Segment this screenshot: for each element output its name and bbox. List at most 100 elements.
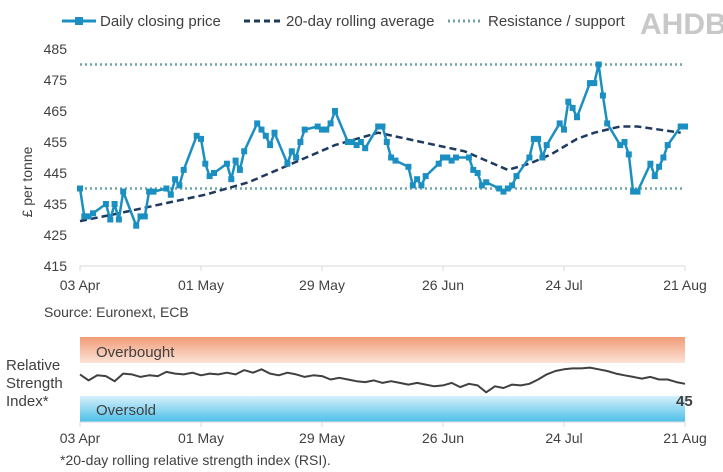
closing-price-point <box>111 201 118 207</box>
closing-price-point <box>664 142 671 149</box>
rsi-x-tick-label: 21 Aug <box>663 430 707 446</box>
closing-price-point <box>323 126 330 133</box>
closing-price-point <box>677 123 684 130</box>
legend-price-marker <box>75 17 83 25</box>
closing-price-point <box>85 213 92 220</box>
closing-price-point <box>180 166 187 173</box>
closing-price-point <box>146 188 153 195</box>
price-y-ticks: 415 425 435 445 455 465 475 485 <box>44 41 68 274</box>
closing-price-point <box>357 139 364 145</box>
closing-price-point <box>223 160 230 167</box>
closing-price-point <box>262 132 269 139</box>
closing-price-point <box>453 154 459 161</box>
closing-price-point <box>102 201 109 207</box>
oversold-band <box>80 396 685 422</box>
rolling-average-line <box>79 125 681 223</box>
closing-price-point <box>293 154 300 161</box>
rsi-series <box>79 366 686 394</box>
closing-price-point <box>228 176 235 183</box>
closing-price-point <box>556 120 563 127</box>
closing-price-point <box>172 176 179 183</box>
rsi-x-tick-label: 01 May <box>178 430 224 446</box>
closing-price-point <box>569 104 576 111</box>
price-y-axis-label: £ per tonne <box>19 146 35 217</box>
closing-price-point <box>474 170 481 176</box>
price-y-tick-label: 425 <box>44 227 68 243</box>
closing-price-point <box>414 176 421 183</box>
closing-price-point <box>470 166 477 173</box>
legend-entry-average[interactable]: 20-day rolling average <box>244 13 434 30</box>
closing-price-point <box>656 163 663 170</box>
closing-price-point <box>383 139 390 145</box>
closing-price-point <box>241 148 248 155</box>
price-y-tick-label: 435 <box>44 196 68 212</box>
closing-price-point <box>621 139 628 145</box>
closing-price-point <box>440 154 446 161</box>
rsi-x-tick-label: 26 Jun <box>422 430 464 446</box>
price-x-tick-label: 24 Jul <box>545 277 582 293</box>
closing-price-point <box>176 182 183 189</box>
closing-price-point <box>496 185 503 192</box>
price-x-tick-label: 21 Aug <box>663 277 707 293</box>
closing-price-point <box>444 154 451 161</box>
price-x-tick-label: 29 May <box>299 277 345 293</box>
legend-average-label: 20-day rolling average <box>286 13 434 30</box>
closing-price-point <box>150 188 157 195</box>
closing-price-point <box>630 188 637 195</box>
closing-price-point <box>232 157 239 164</box>
rsi-x-tick-label: 29 May <box>299 430 345 446</box>
closing-price-point <box>530 135 537 142</box>
price-x-tick-label: 01 May <box>178 277 224 293</box>
price-y-tick-label: 455 <box>44 134 68 150</box>
closing-price-point <box>319 126 325 133</box>
closing-price-point <box>392 157 399 164</box>
closing-price-point <box>647 160 654 167</box>
rsi-x-tick-label: 24 Jul <box>545 430 582 446</box>
closing-price-point <box>258 126 265 133</box>
closing-price-point <box>353 142 360 149</box>
rsi-title-line-1: Relative <box>6 357 60 374</box>
closing-price-point <box>405 163 412 170</box>
closing-price-point <box>115 216 122 223</box>
closing-price-point <box>236 166 243 173</box>
closing-price-point <box>133 222 140 229</box>
closing-price-point <box>617 142 624 149</box>
legend-entry-resistance[interactable]: Resistance / support <box>448 13 626 30</box>
closing-price-point <box>120 188 127 195</box>
closing-price-point <box>513 173 520 180</box>
closing-price-point <box>504 185 511 192</box>
closing-price-point <box>422 173 429 180</box>
closing-price-point <box>574 114 580 121</box>
closing-price-point <box>478 182 485 189</box>
legend-price-label: Daily closing price <box>100 13 221 30</box>
closing-price-point <box>284 160 291 167</box>
closing-price-point <box>599 92 606 99</box>
legend-entry-price[interactable]: Daily closing price <box>62 13 221 30</box>
resistance-support-lines <box>80 63 685 190</box>
closing-price-point <box>267 142 274 149</box>
closing-price-point <box>77 185 83 192</box>
price-x-ticks: 03 Apr 01 May 29 May 26 Jun 24 Jul 21 Aug <box>60 266 707 293</box>
source-note: Source: Euronext, ECB <box>44 304 189 320</box>
closing-price-point <box>483 179 490 186</box>
closing-price-point <box>167 191 174 198</box>
closing-price-point <box>327 120 334 127</box>
logo-text: AHDB <box>640 8 723 41</box>
closing-price-point <box>90 210 96 217</box>
closing-price-point <box>604 120 611 127</box>
closing-price-point <box>535 135 542 142</box>
closing-price-point <box>418 182 425 189</box>
closing-price-point <box>332 108 338 114</box>
closing-price-point <box>375 123 382 130</box>
ahdb-logo: AHDB <box>640 8 723 41</box>
closing-price-point <box>193 132 200 139</box>
rsi-x-tick-label: 03 Apr <box>60 430 101 446</box>
rsi-panel: Overbought Oversold Relative Strength In… <box>6 337 707 446</box>
closing-price-point <box>660 154 667 161</box>
closing-price-point <box>206 173 213 180</box>
closing-price-point <box>288 148 295 155</box>
price-y-tick-label: 485 <box>44 41 68 57</box>
price-x-tick-label: 26 Jun <box>422 277 464 293</box>
closing-price-point <box>591 80 598 87</box>
